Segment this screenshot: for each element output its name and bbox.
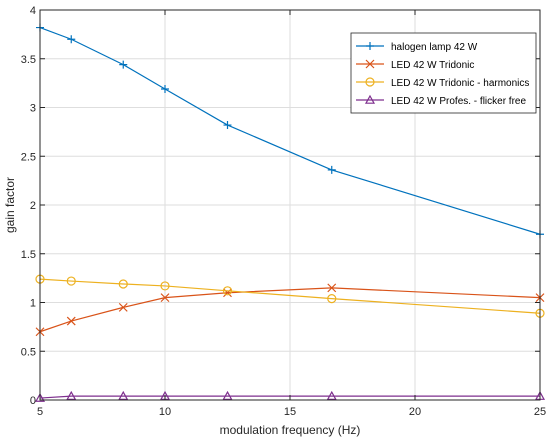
series-group bbox=[35, 274, 545, 318]
legend: halogen lamp 42 W LED 42 W Tridonic LED 42… bbox=[350, 32, 537, 114]
x-axis-label: modulation frequency (Hz) bbox=[220, 423, 361, 437]
triangle-marker bbox=[66, 390, 77, 400]
x-marker bbox=[365, 59, 375, 69]
triangle-marker bbox=[364, 94, 376, 104]
triangle-marker bbox=[222, 390, 233, 400]
x-tick-label: 20 bbox=[409, 406, 421, 418]
y-tick-label: 4 bbox=[30, 5, 36, 17]
y-tick-label: 3.5 bbox=[21, 54, 36, 66]
legend-label: LED 42 W Tridonic bbox=[391, 60, 474, 71]
plus-marker bbox=[366, 42, 374, 50]
legend-label: LED 42 W Profes. - flicker free bbox=[391, 96, 526, 107]
x-tick-label: 10 bbox=[159, 406, 171, 418]
legend-item: LED 42 W Tridonic bbox=[356, 59, 474, 71]
y-tick-label: 1.5 bbox=[21, 249, 36, 261]
y-tick-label: 2 bbox=[30, 200, 36, 212]
circle-marker bbox=[160, 281, 170, 291]
circle-marker bbox=[118, 279, 128, 289]
series-layer bbox=[34, 23, 546, 402]
y-tick-label: 2.5 bbox=[21, 151, 36, 163]
triangle-marker bbox=[326, 390, 337, 400]
circle-marker bbox=[222, 286, 233, 296]
y-tick-label: 0 bbox=[30, 395, 36, 407]
x-marker bbox=[66, 316, 76, 326]
plus-marker bbox=[327, 165, 336, 174]
legend-item: LED 42 W Profes. - flicker free bbox=[356, 94, 526, 107]
plus-marker bbox=[67, 35, 76, 44]
legend-item: LED 42 W Tridonic - harmonics bbox=[356, 77, 529, 89]
triangle-marker bbox=[118, 390, 129, 400]
plus-marker bbox=[223, 121, 232, 130]
y-axis-label: gain factor bbox=[3, 177, 17, 233]
circle-marker bbox=[365, 77, 375, 87]
x-marker bbox=[327, 283, 337, 293]
legend-label: LED 42 W Tridonic - harmonics bbox=[391, 78, 529, 89]
circle-marker bbox=[66, 276, 76, 286]
ticks: 5 10 15 20 25 0 0.5 1 1.5 2 2.5 3 3.5 4 bbox=[21, 5, 546, 418]
x-tick-label: 5 bbox=[37, 406, 43, 418]
series-line bbox=[39, 278, 541, 314]
circle-marker bbox=[327, 294, 337, 304]
x-tick-label: 25 bbox=[534, 406, 546, 418]
triangle-marker bbox=[34, 392, 46, 402]
legend-label: halogen lamp 42 W bbox=[391, 42, 478, 53]
x-marker bbox=[160, 293, 170, 303]
plus-marker bbox=[119, 60, 128, 69]
y-tick-label: 3 bbox=[30, 103, 36, 115]
y-tick-label: 0.5 bbox=[21, 346, 36, 358]
y-tick-label: 1 bbox=[30, 298, 36, 310]
x-tick-label: 15 bbox=[284, 406, 296, 418]
plus-marker bbox=[161, 84, 169, 93]
legend-item: halogen lamp 42 W bbox=[356, 42, 478, 53]
x-marker bbox=[118, 302, 128, 312]
